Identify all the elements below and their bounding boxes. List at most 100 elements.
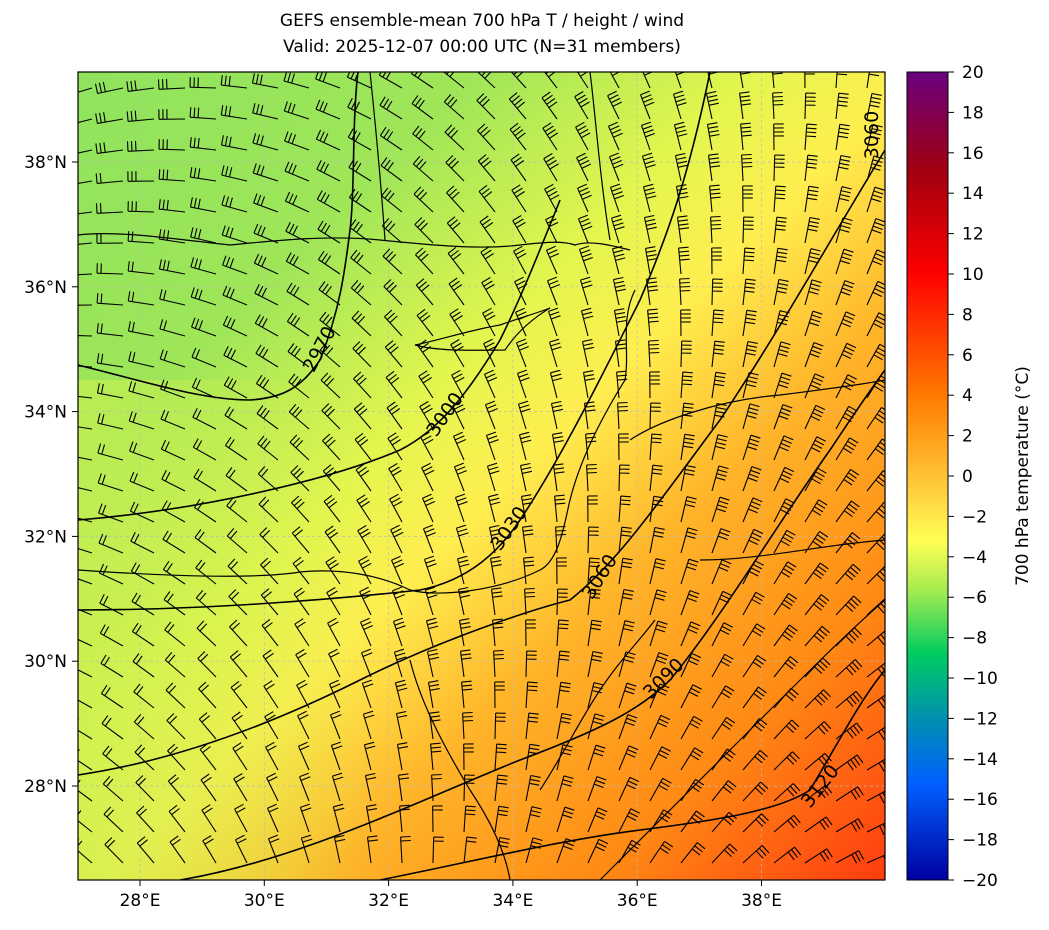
wind-barb [581, 338, 595, 368]
wind-barb [556, 619, 569, 647]
wind-barb [160, 409, 186, 430]
wind-barb [454, 493, 468, 523]
wind-barb [556, 557, 567, 585]
wind-barb [315, 129, 341, 151]
wind-barb [355, 463, 372, 492]
wind-barb [680, 652, 702, 678]
wind-barb [586, 463, 598, 492]
wind-barb [196, 620, 217, 647]
wind-barb [126, 110, 155, 122]
wind-barb [525, 837, 543, 864]
wind-barb [445, 155, 465, 182]
wind-barb [191, 317, 217, 337]
wind-barb [224, 406, 248, 430]
wind-barb [804, 784, 833, 802]
wind-barb [266, 772, 279, 802]
height-contours [78, 72, 885, 880]
wind-barb [192, 438, 217, 461]
wind-barb [384, 340, 403, 368]
wind-barb [78, 688, 93, 709]
wind-barb [169, 835, 186, 864]
wind-barb [128, 381, 155, 399]
wind-barb [410, 72, 434, 89]
wind-barb [742, 403, 760, 430]
wind-barb [476, 93, 496, 120]
wind-barb [462, 711, 474, 740]
wind-barb [428, 711, 441, 740]
wind-barb [363, 741, 376, 771]
wind-barb [101, 715, 124, 740]
wind-barb [642, 183, 657, 213]
wind-barb [95, 142, 124, 154]
wind-barb [126, 140, 155, 152]
wind-barb [773, 846, 802, 864]
wind-barb [642, 72, 654, 89]
wind-barb [382, 248, 403, 275]
wind-barb [711, 780, 737, 802]
wind-barb [234, 803, 248, 833]
wind-barb [317, 250, 341, 275]
wind-barb [680, 558, 699, 585]
wind-barb [618, 495, 631, 523]
wind-barb [618, 682, 637, 709]
wind-barb [649, 809, 673, 833]
wind-barb [330, 741, 343, 771]
wind-barb [804, 185, 819, 213]
wind-barb [866, 501, 885, 523]
wind-barb [711, 340, 725, 368]
wind-barb [365, 804, 378, 833]
wind-barb [742, 591, 765, 616]
wind-barb [574, 91, 590, 120]
wind-barb [773, 656, 799, 678]
wind-barb [262, 649, 279, 678]
wind-barb [463, 774, 475, 802]
wind-barb [463, 743, 474, 771]
wind-barb [835, 186, 852, 213]
wind-barb [220, 105, 248, 120]
wind-barb [103, 806, 124, 833]
wind-barb [543, 72, 558, 89]
wind-barb [415, 278, 434, 306]
wind-barb [773, 123, 784, 151]
wind-barb [711, 309, 724, 337]
wind-barb [189, 107, 217, 120]
wind-barb [835, 500, 860, 523]
wind-barb [618, 588, 634, 616]
wind-barb [835, 532, 861, 554]
wind-barb [866, 438, 885, 461]
wind-barb [509, 122, 527, 151]
wind-barb [866, 854, 885, 864]
colorbar-tick-label: 18 [962, 103, 984, 123]
wind-barb [255, 374, 279, 399]
wind-barb [804, 248, 821, 275]
wind-barb [389, 493, 403, 523]
wind-barb [347, 128, 372, 151]
wind-barb [680, 340, 692, 368]
wind-barb [551, 432, 564, 461]
wind-barb [609, 72, 621, 89]
wind-barb [618, 620, 635, 647]
wind-barb [513, 245, 527, 275]
wind-barb [514, 307, 529, 337]
wind-barb [804, 436, 826, 461]
wind-barb [587, 619, 602, 647]
wind-barb [424, 586, 438, 616]
wind-barb [866, 72, 880, 89]
wind-barb [478, 184, 496, 213]
wind-barb [773, 341, 791, 368]
wind-barb [649, 620, 668, 647]
wind-barb [645, 277, 659, 306]
wind-barb [158, 139, 186, 151]
wind-barb [640, 121, 655, 151]
wind-barb [300, 834, 313, 864]
wind-barb [866, 758, 885, 772]
wind-barb [639, 90, 655, 120]
wind-barb [804, 594, 830, 616]
wind-barb [742, 278, 756, 306]
wind-barb [773, 719, 800, 740]
wind-barb [443, 72, 465, 89]
wind-barb [100, 684, 124, 709]
wind-barb [483, 369, 498, 399]
wind-barb [835, 563, 861, 585]
wind-barb [294, 618, 310, 647]
